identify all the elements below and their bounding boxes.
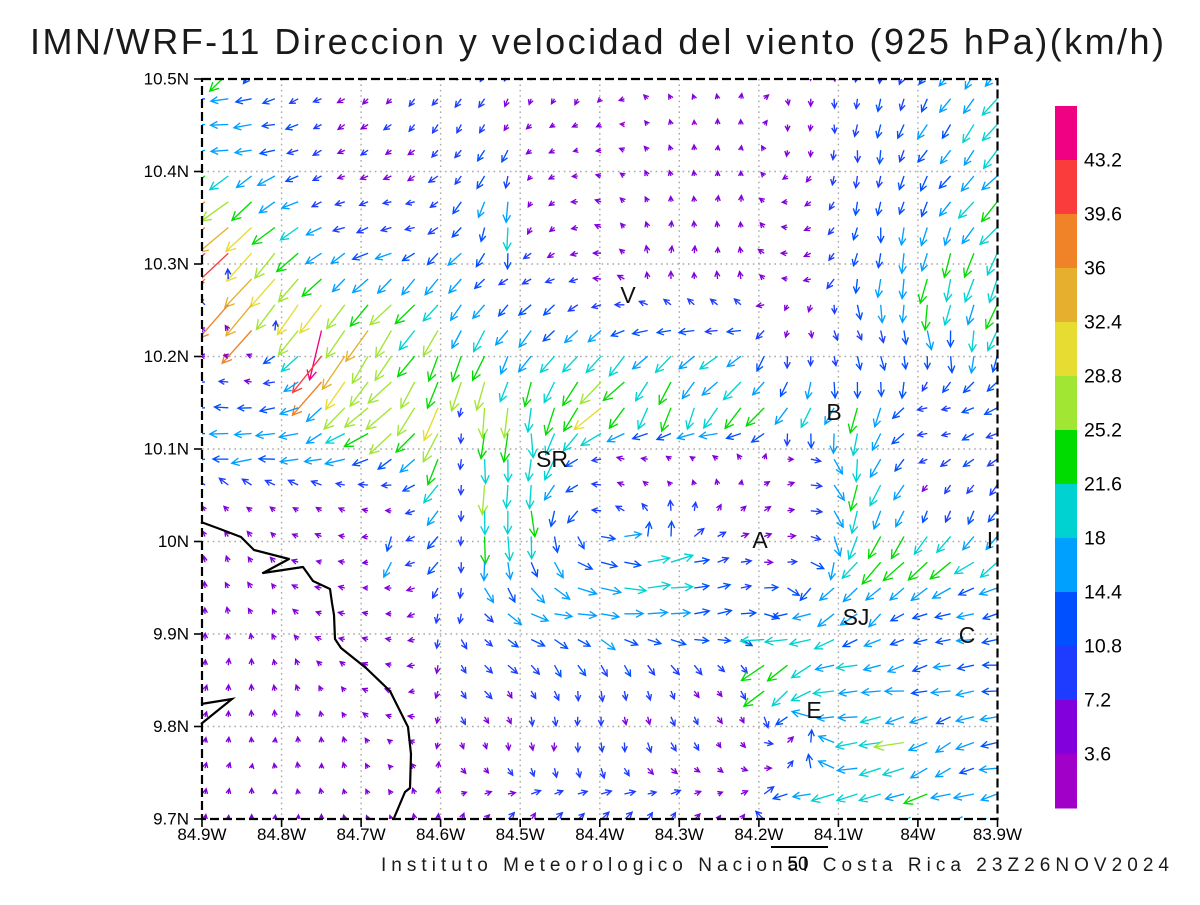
svg-text:50: 50 (787, 854, 808, 875)
svg-text:10.1N: 10.1N (144, 440, 189, 459)
svg-text:84W: 84W (900, 825, 935, 844)
svg-text:10.4N: 10.4N (144, 162, 189, 181)
svg-text:E: E (806, 697, 821, 723)
svg-text:10N: 10N (158, 532, 189, 551)
svg-text:21.6: 21.6 (1084, 474, 1122, 496)
svg-text:84.8W: 84.8W (257, 825, 306, 844)
svg-text:SR: SR (536, 446, 568, 472)
svg-text:SJ: SJ (843, 604, 870, 630)
svg-text:I: I (987, 527, 993, 553)
svg-text:9.8N: 9.8N (153, 717, 189, 736)
svg-text:32.4: 32.4 (1084, 312, 1122, 334)
svg-text:83.9W: 83.9W (973, 825, 1022, 844)
svg-text:28.8: 28.8 (1084, 366, 1122, 388)
svg-text:9.9N: 9.9N (153, 625, 189, 644)
svg-text:84.1W: 84.1W (814, 825, 863, 844)
svg-text:36: 36 (1084, 258, 1106, 280)
svg-text:B: B (826, 399, 841, 425)
svg-text:84.2W: 84.2W (734, 825, 783, 844)
svg-text:V: V (620, 282, 636, 308)
svg-text:7.2: 7.2 (1084, 690, 1111, 712)
svg-text:C: C (959, 622, 976, 648)
svg-text:84.5W: 84.5W (496, 825, 545, 844)
svg-text:10.5N: 10.5N (144, 70, 189, 89)
svg-text:14.4: 14.4 (1084, 582, 1122, 604)
svg-text:A: A (752, 527, 768, 553)
svg-text:84.9W: 84.9W (177, 825, 226, 844)
svg-text:10.2N: 10.2N (144, 347, 189, 366)
svg-text:84.4W: 84.4W (575, 825, 624, 844)
svg-text:3.6: 3.6 (1084, 744, 1111, 766)
svg-text:10.3N: 10.3N (144, 255, 189, 274)
svg-text:84.3W: 84.3W (655, 825, 704, 844)
svg-text:25.2: 25.2 (1084, 420, 1122, 442)
svg-text:84.7W: 84.7W (337, 825, 386, 844)
svg-text:39.6: 39.6 (1084, 204, 1122, 226)
svg-text:43.2: 43.2 (1084, 150, 1122, 172)
svg-text:9.7N: 9.7N (153, 810, 189, 829)
svg-text:10.8: 10.8 (1084, 636, 1122, 658)
svg-text:84.6W: 84.6W (416, 825, 465, 844)
svg-text:18: 18 (1084, 528, 1106, 550)
